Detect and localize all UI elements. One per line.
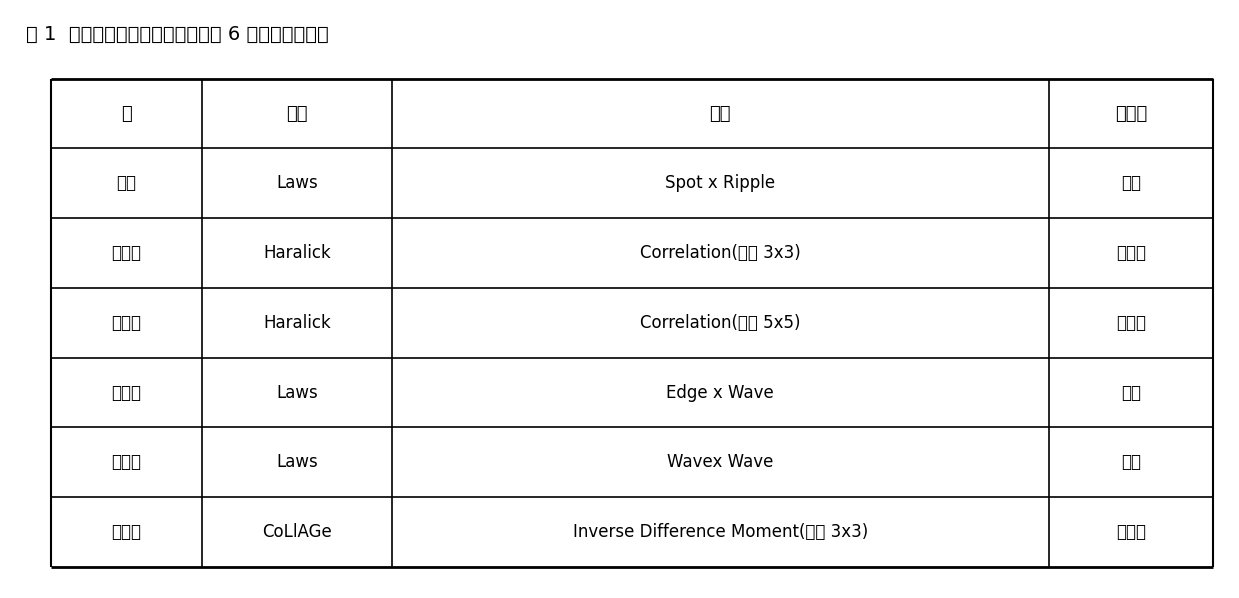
Text: 门静脉: 门静脉 bbox=[112, 453, 141, 471]
Text: 描述: 描述 bbox=[710, 105, 731, 123]
Text: Inverse Difference Moment(窗宽 3x3): Inverse Difference Moment(窗宽 3x3) bbox=[572, 523, 867, 541]
Text: Haralick: Haralick bbox=[263, 244, 331, 262]
Text: 标准差: 标准差 bbox=[1116, 523, 1146, 541]
Text: CoLlAGe: CoLlAGe bbox=[263, 523, 332, 541]
Text: 均值: 均值 bbox=[1121, 453, 1141, 471]
Text: Wavex Wave: Wavex Wave bbox=[667, 453, 773, 471]
Text: 门静脉: 门静脉 bbox=[112, 244, 141, 262]
Text: Correlation(窗宽 3x3): Correlation(窗宽 3x3) bbox=[639, 244, 800, 262]
Text: 门静脉: 门静脉 bbox=[112, 383, 141, 401]
Text: 标准差: 标准差 bbox=[1116, 314, 1146, 332]
Text: 表 1  使用特征选择算法筛选出来的 6 个放射组学特征: 表 1 使用特征选择算法筛选出来的 6 个放射组学特征 bbox=[26, 25, 328, 44]
Text: 均值: 均值 bbox=[1121, 383, 1141, 401]
Text: Laws: Laws bbox=[276, 175, 318, 193]
Text: Laws: Laws bbox=[276, 453, 318, 471]
Text: Laws: Laws bbox=[276, 383, 318, 401]
Text: Haralick: Haralick bbox=[263, 314, 331, 332]
Text: 期: 期 bbox=[121, 105, 133, 123]
Text: 门静脉: 门静脉 bbox=[112, 523, 141, 541]
Text: 偏度: 偏度 bbox=[1121, 175, 1141, 193]
Text: 标准差: 标准差 bbox=[1116, 244, 1146, 262]
Text: Edge x Wave: Edge x Wave bbox=[667, 383, 774, 401]
Text: Spot x Ripple: Spot x Ripple bbox=[665, 175, 776, 193]
Text: Correlation(窗宽 5x5): Correlation(窗宽 5x5) bbox=[641, 314, 800, 332]
Text: 门静脉: 门静脉 bbox=[112, 314, 141, 332]
Text: 纹理: 纹理 bbox=[286, 105, 309, 123]
Text: 统计值: 统计值 bbox=[1115, 105, 1147, 123]
Text: 平扫: 平扫 bbox=[116, 175, 136, 193]
